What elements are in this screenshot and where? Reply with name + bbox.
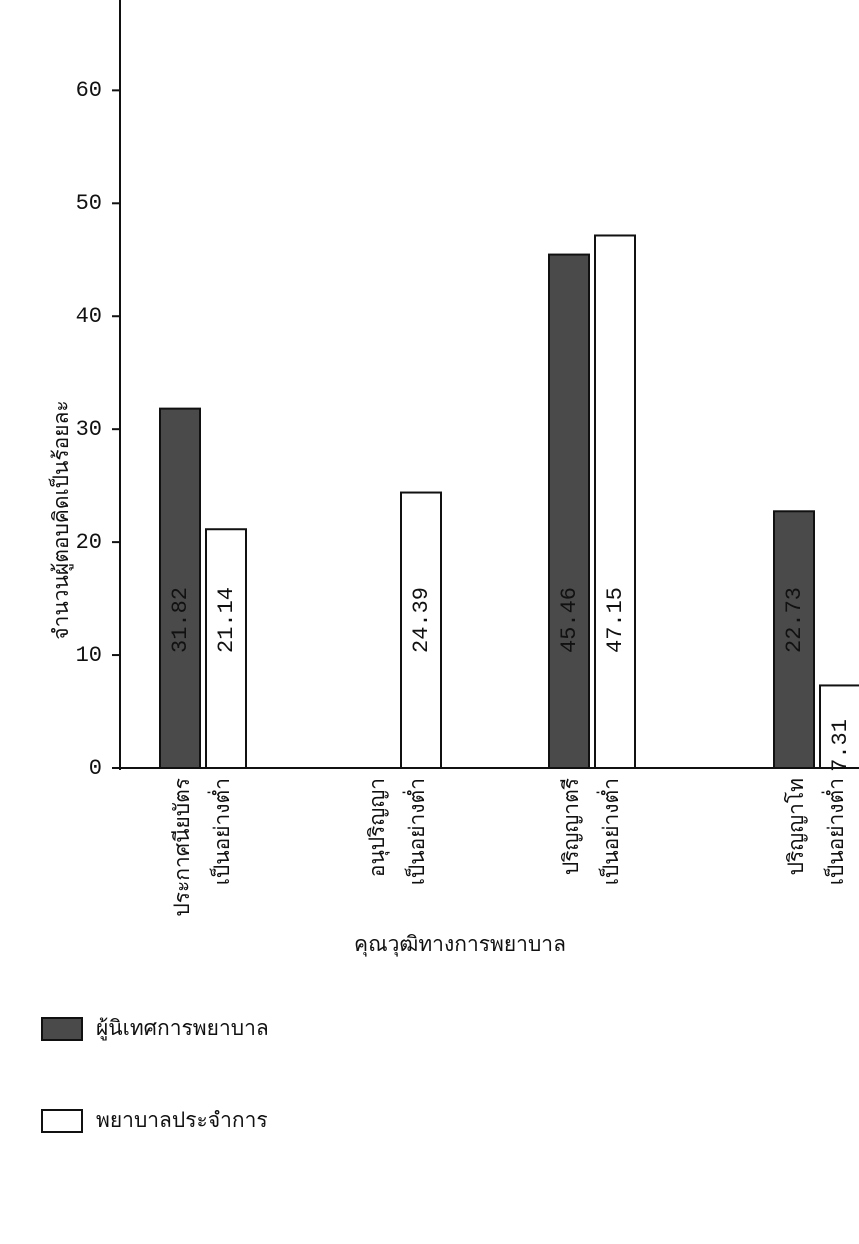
x-tick-label: ประกาศนียบัตร [170,778,194,917]
y-tick-label: 50 [76,191,102,216]
x-tick-label: เป็นอย่างต่ำ [207,778,234,885]
value-label: 21.14 [214,587,239,653]
x-axis-label: คุณวุฒิทางการพยาบาล [354,932,566,957]
bar [205,528,247,770]
value-label: 45.46 [557,587,582,653]
bar [594,234,636,769]
bar [400,491,442,769]
y-tick-label: 30 [76,417,102,442]
x-tick-label: เป็นอย่างต่ำ [402,778,429,885]
y-tick-label: 60 [76,78,102,103]
bar [773,510,815,769]
x-tick-label: ปริญญาตรี [559,778,583,875]
x-tick-label: อนุปริญญา [365,778,390,877]
x-tick-label: ปริญญาโท [784,778,808,875]
legend-label: ผู้นิเทศการพยาบาล [96,1016,269,1041]
bar [819,684,859,769]
y-tick-label: 10 [76,643,102,668]
value-label: 47.15 [603,587,628,653]
legend-label: พยาบาลประจำการ [96,1108,268,1132]
y-tick-label: 40 [76,304,102,329]
legend-swatch [41,1017,83,1041]
y-tick-label: 20 [76,530,102,555]
x-tick-label: เป็นอย่างต่ำ [596,778,623,885]
legend-swatch [41,1109,83,1133]
x-tick-label: เป็นอย่างต่ำ [821,778,848,885]
y-axis-label: จำนวนผู้ตอบคิดเป็นร้อยละ [47,400,74,639]
y-tick-label: 0 [89,756,102,781]
value-label: 24.39 [409,587,434,653]
value-label: 7.31 [828,719,853,772]
value-label: 31.82 [168,587,193,653]
bar [548,253,590,770]
bar [159,407,201,769]
value-label: 22.73 [782,587,807,653]
